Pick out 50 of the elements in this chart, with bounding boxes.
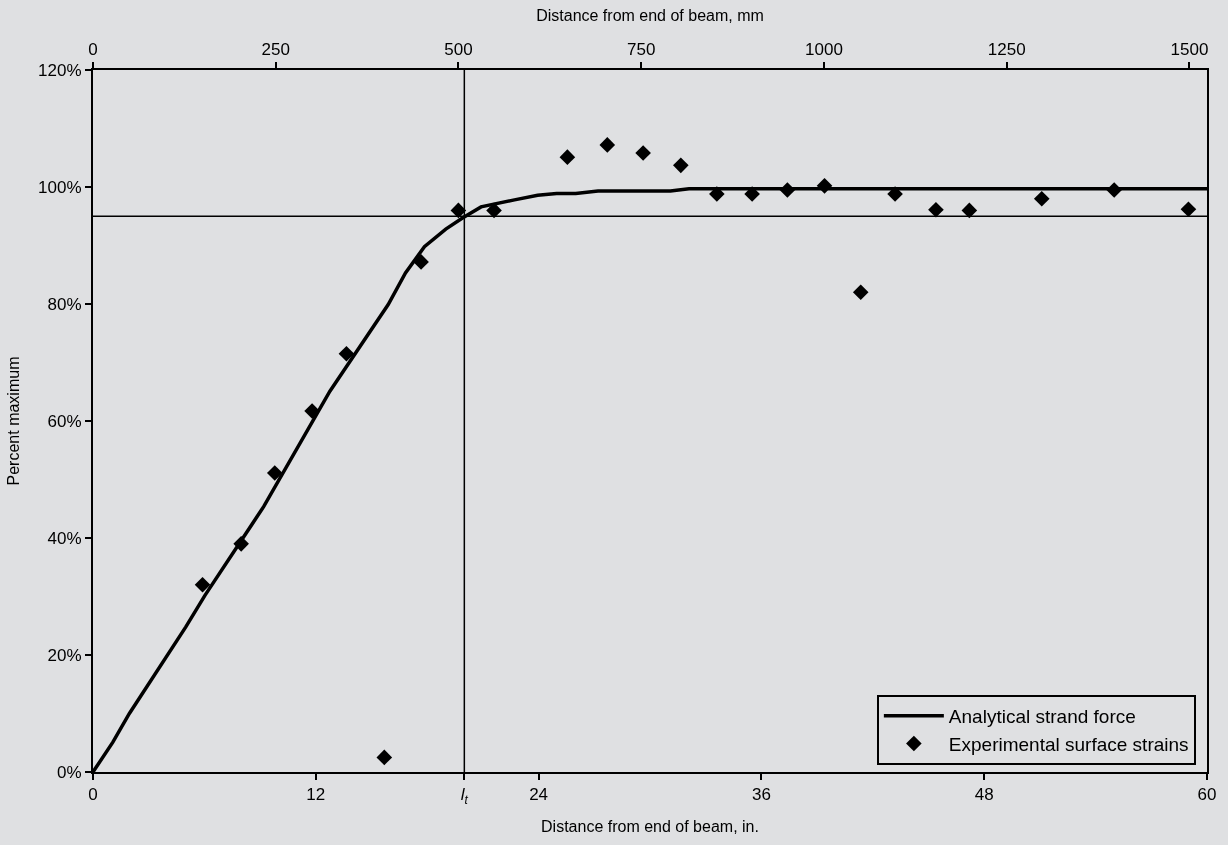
point xyxy=(266,465,283,481)
legend-label: Analytical strand force xyxy=(948,706,1136,728)
point xyxy=(304,403,320,419)
point xyxy=(413,254,429,270)
point xyxy=(559,149,576,165)
x-tick-label: 24 xyxy=(529,785,549,805)
x2-tick-label: 1000 xyxy=(805,40,843,60)
x2-tick-label: 0 xyxy=(88,40,98,60)
legend-label: Experimental surface strains xyxy=(948,733,1189,755)
point xyxy=(779,182,796,198)
point xyxy=(338,345,355,362)
x2-tick-label: 750 xyxy=(627,40,656,60)
point xyxy=(709,186,725,202)
x-tick-label: 12 xyxy=(306,785,326,805)
point xyxy=(233,536,249,552)
point xyxy=(376,749,393,766)
x2-tick-label: 1500 xyxy=(1170,40,1209,60)
point xyxy=(1180,201,1197,218)
point xyxy=(1106,182,1122,198)
point xyxy=(852,284,869,301)
point xyxy=(887,186,903,202)
y-tick-label: 120% xyxy=(38,60,82,80)
x-tick-label: 60 xyxy=(1197,785,1217,805)
x2-axis-title: Distance from end of beam, mm xyxy=(536,6,764,24)
point xyxy=(744,186,760,202)
point xyxy=(1033,190,1050,207)
x-tick-label: 0 xyxy=(88,785,98,805)
y-tick-label: 60% xyxy=(47,411,82,431)
point xyxy=(928,202,944,218)
y-tick-label: 0% xyxy=(57,762,82,782)
x-tick-label: 36 xyxy=(751,785,771,805)
x-axis-title: Distance from end of beam, in. xyxy=(541,818,759,836)
point xyxy=(450,202,467,219)
point xyxy=(961,202,978,219)
point xyxy=(599,137,616,153)
x-tick-label: 48 xyxy=(974,785,994,805)
point xyxy=(486,202,502,219)
y-tick-label: 100% xyxy=(38,177,82,197)
x-tick-label: l$_{t}$ xyxy=(460,785,469,807)
point xyxy=(816,178,833,194)
y-axis-title: Percent maximum xyxy=(4,356,22,486)
x2-tick-label: 250 xyxy=(261,40,290,60)
point xyxy=(673,157,689,174)
x2-tick-label: 1250 xyxy=(987,40,1026,60)
y-tick-label: 40% xyxy=(47,528,82,548)
point xyxy=(635,145,651,161)
y-tick-label: 80% xyxy=(47,294,82,314)
point xyxy=(194,577,211,593)
y-tick-label: 20% xyxy=(47,645,82,665)
x2-tick-label: 500 xyxy=(444,40,473,60)
